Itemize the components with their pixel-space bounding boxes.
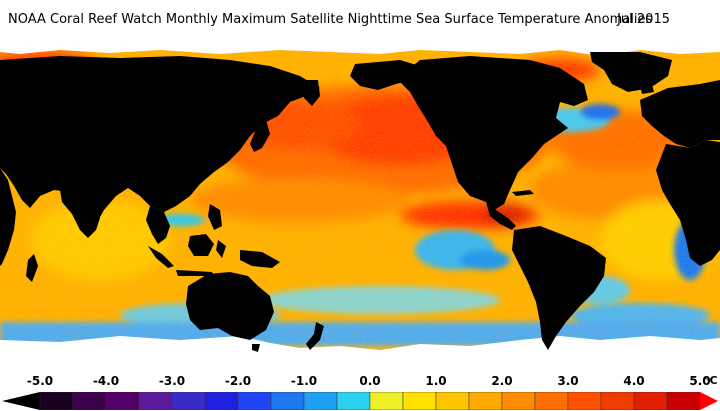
land-new-guinea xyxy=(240,250,280,268)
colorbar-bin-12 xyxy=(435,392,470,410)
colorbar-bin-18 xyxy=(633,392,668,410)
colorbar-bin-10 xyxy=(369,392,404,410)
colorbar-bin-17 xyxy=(600,392,635,410)
colorbar-bin-8 xyxy=(303,392,338,410)
land-japan xyxy=(250,120,270,152)
land-indochina xyxy=(146,206,170,244)
arctic-ice xyxy=(0,40,720,56)
colorbar-bin-5 xyxy=(204,392,239,410)
title-text: NOAA Coral Reef Watch Monthly Maximum Sa… xyxy=(8,12,653,27)
colorbar-bin-14 xyxy=(501,392,536,410)
colorbar-bin-2 xyxy=(105,392,140,410)
colorbar-bin-1 xyxy=(72,392,107,410)
land-java xyxy=(176,270,214,276)
colorbar-unit: °C xyxy=(704,374,718,387)
colorbar-tick-label: -3.0 xyxy=(158,374,186,388)
colorbar xyxy=(2,392,718,410)
colorbar-tick-label: 5.0 xyxy=(689,374,711,388)
land xyxy=(0,52,720,352)
land-alaska xyxy=(350,60,420,90)
land-tasmania xyxy=(252,344,260,352)
colorbar-tick-label: 4.0 xyxy=(623,374,645,388)
colorbar-under-arrow xyxy=(2,392,40,410)
colorbar-bin-19 xyxy=(666,392,701,410)
colorbar-bin-9 xyxy=(336,392,371,410)
colorbar-bin-6 xyxy=(237,392,272,410)
land-south-america xyxy=(512,226,606,350)
colorbar-tick-label: -4.0 xyxy=(92,374,120,388)
land-india xyxy=(60,190,100,238)
land-north-america xyxy=(400,56,588,210)
land-philippines xyxy=(208,204,222,230)
colorbar-tick-label: 0.0 xyxy=(359,374,381,388)
sst-anomaly-map xyxy=(0,40,720,370)
land-africa-east xyxy=(656,140,720,266)
antarctica-ice xyxy=(0,336,720,370)
colorbar-bin-11 xyxy=(402,392,437,410)
figure-title: NOAA Coral Reef Watch Monthly Maximum Sa… xyxy=(8,8,712,32)
colorbar-bin-7 xyxy=(270,392,305,410)
land-africa-west xyxy=(0,168,16,266)
colorbar-bin-0 xyxy=(39,392,74,410)
colorbar-bin-15 xyxy=(534,392,569,410)
land-sulawesi xyxy=(216,240,226,258)
land-madagascar xyxy=(26,254,38,282)
land-central-america xyxy=(486,202,516,230)
land-greenland xyxy=(590,52,672,92)
land-cuba xyxy=(512,190,534,196)
colorbar-tick-label: 3.0 xyxy=(557,374,579,388)
land-sumatra xyxy=(148,246,174,268)
colorbar-tick-label: -1.0 xyxy=(290,374,318,388)
colorbar-legend: -5.0 -4.0 -3.0 -2.0 -1.0 0.0 1.0 2.0 3.0 4.0 5.0 °… xyxy=(0,372,720,411)
colorbar-over-arrow xyxy=(700,392,718,410)
land-britain xyxy=(676,102,688,122)
land-australia xyxy=(186,272,274,340)
land-iceland xyxy=(640,84,654,94)
land-new-zealand xyxy=(306,322,324,350)
land-kamchatka xyxy=(300,80,320,106)
colorbar-tick-label: 1.0 xyxy=(425,374,447,388)
colorbar-bin-16 xyxy=(567,392,602,410)
colorbar-bin-4 xyxy=(171,392,206,410)
title-date: Jul 2015 xyxy=(617,12,670,27)
colorbar-tick-label: -5.0 xyxy=(26,374,54,388)
land-borneo xyxy=(188,234,214,256)
colorbar-bin-13 xyxy=(468,392,503,410)
colorbar-bin-3 xyxy=(138,392,173,410)
land-asia xyxy=(0,56,320,224)
colorbar-tick-label: -2.0 xyxy=(224,374,252,388)
colorbar-tick-label: 2.0 xyxy=(491,374,513,388)
